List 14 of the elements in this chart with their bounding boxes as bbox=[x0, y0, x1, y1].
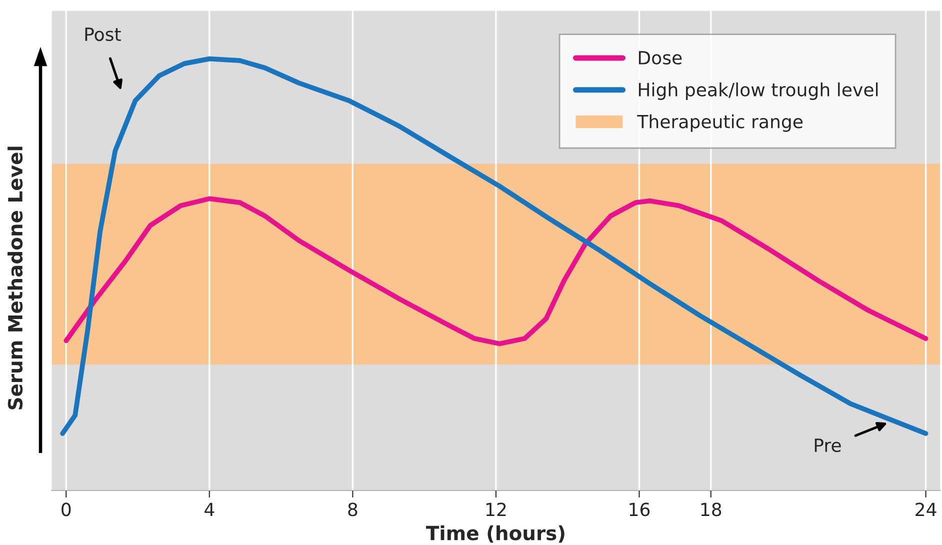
x-tick-label: 18 bbox=[701, 502, 722, 516]
x-tick-label: 12 bbox=[486, 502, 506, 516]
x-tick-label: 16 bbox=[630, 502, 650, 516]
annotation: Pre bbox=[814, 438, 841, 452]
x-tick-label: 8 bbox=[348, 502, 358, 516]
x-tick-label: 24 bbox=[916, 502, 936, 516]
x-tick-label: 0 bbox=[62, 502, 71, 516]
text: Post bbox=[85, 28, 121, 42]
legend-label: Therapeutic range bbox=[637, 114, 803, 132]
legend-label: High peak/low trough level bbox=[638, 82, 878, 100]
legend-label: Dose bbox=[638, 51, 682, 65]
x-axis-title: Time (hours) bbox=[426, 525, 564, 543]
x-tick-label: 4 bbox=[204, 502, 214, 516]
y-axis-title: Serum Methadone Level bbox=[8, 146, 23, 410]
